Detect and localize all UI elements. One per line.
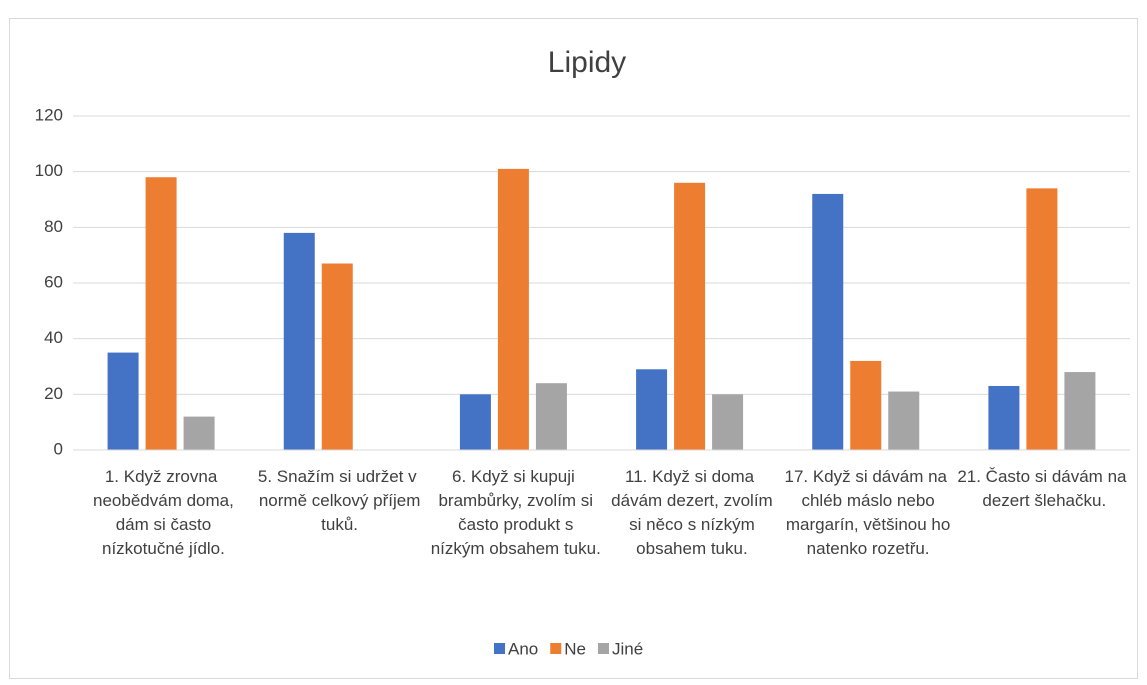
bar (812, 193, 844, 450)
bar (321, 263, 353, 450)
bar (459, 394, 491, 450)
y-tick-label: 0 (54, 439, 63, 458)
chart-border (9, 18, 1138, 679)
bar (712, 394, 744, 450)
x-tick-label: 11. Když si doma dávám dezert, zvolím si… (606, 467, 772, 558)
bar (636, 369, 668, 450)
bar (145, 177, 177, 450)
legend-swatch (494, 643, 505, 654)
legend-swatch (550, 643, 562, 654)
y-tick-label: 20 (44, 384, 63, 403)
legend-label: Ano (508, 639, 538, 658)
bar (888, 391, 920, 450)
legend-label: Jiné (612, 639, 643, 658)
x-tick-label: 6. Když si kupuji brambůrky, zvolím si č… (426, 467, 601, 558)
chart-title: Lipidy (548, 46, 626, 79)
bar (1026, 188, 1058, 450)
y-tick-label: 120 (35, 105, 63, 124)
x-tick-label: 21. Často si dávám na dezert šlehačku. (957, 467, 1127, 510)
bar (674, 182, 706, 451)
bar (535, 383, 567, 450)
x-tick-label: 1. Když zrovna neobědvám doma, dám si ča… (88, 467, 234, 558)
bar (107, 352, 139, 450)
bar (497, 168, 529, 450)
y-tick-label: 60 (44, 272, 63, 291)
bar (283, 232, 315, 450)
y-tick-label: 100 (35, 161, 63, 180)
x-tick-label: 17. Když si dávám na chléb máslo nebo ma… (781, 467, 950, 558)
bar (850, 360, 882, 450)
bar (183, 416, 215, 450)
x-tick-label: 5. Snažím si udržet v normě celkový příj… (254, 467, 420, 534)
bar (1064, 372, 1096, 450)
legend-label: Ne (564, 639, 586, 658)
y-tick-label: 40 (44, 328, 63, 347)
y-tick-label: 80 (44, 217, 63, 236)
legend-swatch (597, 643, 609, 654)
bar (988, 385, 1020, 450)
